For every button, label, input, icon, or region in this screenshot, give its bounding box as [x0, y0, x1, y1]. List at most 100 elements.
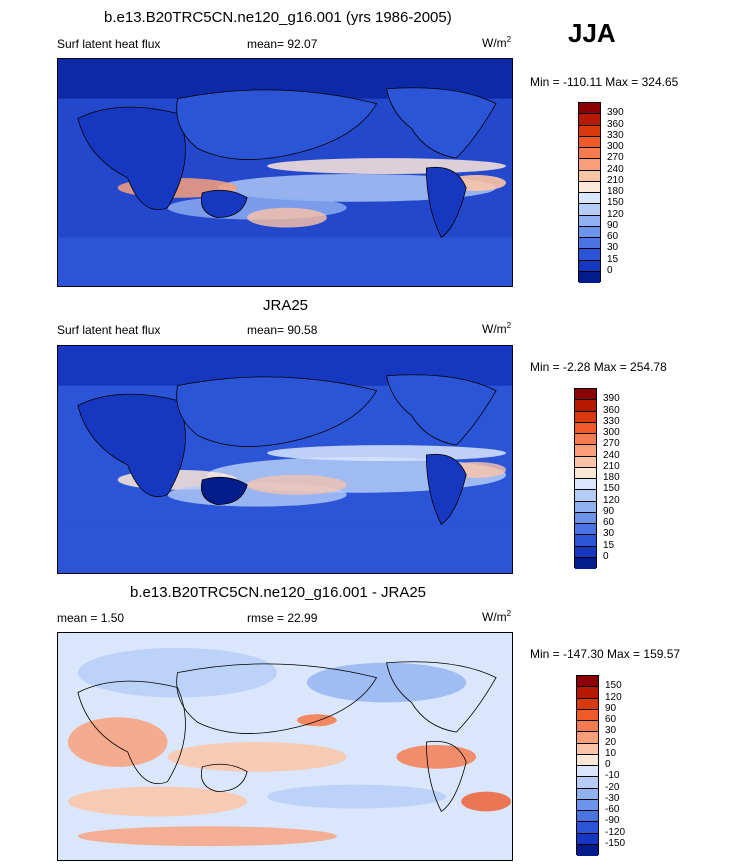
colorbar-cell — [579, 249, 600, 261]
colorbar-cell — [579, 159, 600, 171]
colorbar-tick-label: 20 — [605, 736, 617, 748]
colorbar-cell — [577, 844, 598, 856]
colorbar-cell — [577, 811, 598, 823]
colorbar-cell — [575, 501, 596, 513]
colorbar-cell — [579, 136, 600, 148]
colorbar-tick-label: 90 — [603, 505, 615, 517]
colorbar-cell — [575, 524, 596, 536]
colorbar-tick-label: 180 — [607, 186, 624, 197]
colorbar-cell — [575, 445, 596, 457]
panel2-mean-label: mean= 90.58 — [247, 323, 318, 337]
colorbar-tick-label: 360 — [607, 118, 624, 130]
panel2-title: JRA25 — [263, 297, 309, 314]
season-label: JJA — [568, 18, 616, 48]
panel2-colorbar — [574, 388, 597, 569]
panel3-colorbar — [576, 675, 599, 856]
panel3-mean-label: mean = 1.50 — [57, 611, 125, 625]
panel3-title: b.e13.B20TRC5CN.ne120_g16.001 - JRA25 — [130, 584, 427, 601]
colorbar-cell — [575, 422, 596, 434]
colorbar-cell — [575, 512, 596, 524]
colorbar-cell — [579, 238, 600, 250]
colorbar-cell — [575, 557, 596, 569]
colorbar-tick-label: -30 — [605, 792, 620, 804]
colorbar-tick-label: 90 — [605, 702, 617, 714]
colorbar-tick-label: 180 — [603, 472, 620, 483]
colorbar-cell — [579, 271, 600, 283]
panel1-colorbar — [578, 102, 601, 283]
panel3-rmse-label: rmse = 22.99 — [247, 611, 318, 625]
panel1-minmax: Min = -110.11 Max = 324.65 — [530, 75, 679, 89]
panel3-minmax: Min = -147.30 Max = 159.57 — [530, 647, 681, 661]
colorbar-tick-label: 300 — [603, 427, 620, 438]
colorbar-cell — [575, 411, 596, 423]
colorbar-tick-label: 15 — [603, 539, 615, 551]
colorbar-cell — [577, 754, 598, 766]
colorbar-cell — [577, 766, 598, 778]
colorbar-cell — [579, 181, 600, 193]
panel2-variable-label: Surf latent heat flux — [57, 323, 161, 337]
colorbar-cell — [579, 215, 600, 227]
colorbar-cell — [575, 434, 596, 446]
colorbar-cell — [579, 125, 600, 137]
panel2-units: W/m2 — [482, 321, 512, 336]
colorbar-cell — [579, 170, 600, 182]
colorbar-tick-label: 30 — [607, 242, 619, 254]
colorbar-cell — [579, 226, 600, 238]
colorbar-tick-label: 270 — [603, 438, 620, 450]
colorbar-tick-label: 0 — [607, 264, 613, 276]
colorbar-tick-label: 60 — [603, 517, 615, 528]
colorbar-tick-label: 390 — [607, 107, 624, 119]
colorbar-cell — [577, 709, 598, 721]
colorbar-cell — [579, 114, 600, 126]
colorbar-cell — [579, 148, 600, 160]
colorbar-cell — [575, 535, 596, 547]
colorbar-tick-label: 90 — [607, 219, 619, 231]
colorbar-cell — [577, 833, 598, 845]
colorbar-cell — [577, 743, 598, 755]
panel3-map — [57, 632, 513, 861]
colorbar-tick-label: -120 — [605, 826, 626, 838]
colorbar-cell — [577, 698, 598, 710]
colorbar-tick-label: 150 — [605, 680, 622, 692]
colorbar-tick-label: 120 — [607, 208, 624, 220]
colorbar-tick-label: 10 — [605, 747, 617, 759]
colorbar-tick-label: 60 — [607, 231, 619, 242]
colorbar-cell — [575, 400, 596, 412]
colorbar-cell — [577, 799, 598, 811]
colorbar-tick-label: 30 — [605, 725, 617, 737]
colorbar-cell — [577, 732, 598, 744]
colorbar-tick-label: 330 — [603, 415, 620, 427]
colorbar-tick-label: 360 — [603, 404, 620, 416]
colorbar-cell — [575, 479, 596, 491]
colorbar-tick-label: 210 — [607, 174, 624, 186]
panel1-mean-label: mean= 92.07 — [247, 37, 318, 51]
colorbar-tick-label: 390 — [603, 393, 620, 405]
panel1-title: b.e13.B20TRC5CN.ne120_g16.001 (yrs 1986-… — [104, 9, 452, 26]
colorbar-cell — [577, 788, 598, 800]
colorbar-tick-label: 150 — [607, 197, 624, 209]
colorbar-cell — [575, 456, 596, 468]
colorbar-cell — [577, 777, 598, 789]
colorbar-tick-label: 0 — [605, 759, 611, 770]
colorbar-tick-label: 210 — [603, 460, 620, 472]
colorbar-tick-label: 270 — [607, 152, 624, 164]
colorbar-cell — [577, 676, 598, 688]
colorbar-cell — [577, 721, 598, 733]
colorbar-tick-label: -60 — [605, 804, 620, 815]
colorbar-cell — [575, 490, 596, 502]
colorbar-cell — [575, 467, 596, 479]
panel1-units: W/m2 — [482, 35, 512, 50]
colorbar-tick-label: -20 — [605, 781, 620, 793]
colorbar-tick-label: 150 — [603, 483, 620, 495]
colorbar-tick-label: 120 — [603, 494, 620, 506]
colorbar-tick-label: 15 — [607, 253, 619, 265]
colorbar-tick-label: 330 — [607, 129, 624, 141]
colorbar-cell — [579, 193, 600, 205]
colorbar-tick-label: 120 — [605, 691, 622, 703]
colorbar-cell — [577, 822, 598, 834]
colorbar-tick-label: 300 — [607, 141, 624, 152]
colorbar-cell — [575, 389, 596, 401]
colorbar-tick-label: 240 — [603, 449, 620, 461]
colorbar-cell — [579, 103, 600, 115]
colorbar-cell — [579, 260, 600, 272]
